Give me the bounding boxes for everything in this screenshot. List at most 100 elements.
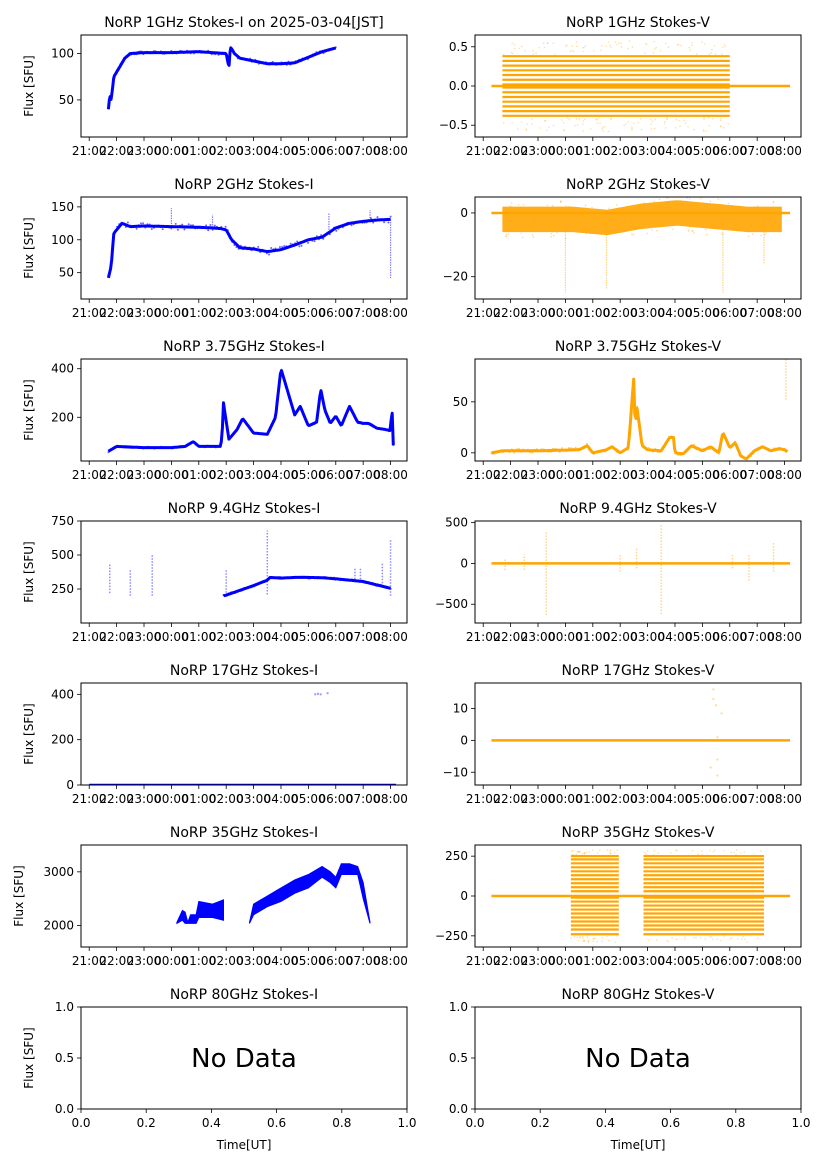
x-tick-label: 07:00 <box>346 144 381 158</box>
data-point <box>324 411 327 414</box>
data-point <box>617 450 620 453</box>
chart-title: NoRP 9.4GHz Stokes-V <box>559 501 717 517</box>
data-point <box>558 223 561 226</box>
data-point <box>337 227 340 230</box>
data-point <box>208 51 211 54</box>
x-tick-label: 08:00 <box>767 954 802 968</box>
data-point <box>768 449 771 452</box>
data-point <box>701 850 703 852</box>
y-tick-label: 500 <box>51 548 74 562</box>
data-point <box>245 587 248 590</box>
data-point <box>688 46 690 49</box>
data-point <box>118 445 121 448</box>
outlier-point <box>714 704 718 707</box>
data-point <box>620 451 623 454</box>
chart-title: NoRP 3.75GHz Stokes-V <box>555 339 722 355</box>
data-point <box>677 454 680 456</box>
x-tick-label: 02:00 <box>603 144 638 158</box>
data-point <box>199 445 202 448</box>
data-point <box>305 57 307 60</box>
data-point <box>275 63 278 66</box>
data-point <box>676 43 679 46</box>
data-point <box>752 233 754 235</box>
data-point <box>326 233 329 236</box>
data-point <box>120 221 123 224</box>
data-point <box>738 451 741 454</box>
data-point <box>352 413 355 416</box>
data-point <box>583 939 586 942</box>
data-point <box>144 446 147 449</box>
axes-frame <box>80 844 408 948</box>
data-point <box>298 406 301 409</box>
data-point <box>772 201 774 204</box>
data-point <box>569 50 572 53</box>
data-point <box>646 43 648 46</box>
x-tick-label: 04:00 <box>658 954 693 968</box>
chart-title: NoRP 2GHz Stokes-V <box>566 177 710 193</box>
data-point <box>584 118 586 121</box>
data-point <box>194 50 197 53</box>
data-point <box>703 130 705 133</box>
data-point <box>505 235 507 237</box>
data-point <box>507 233 510 235</box>
axes-frame <box>474 1006 802 1110</box>
data-point <box>538 46 540 49</box>
data-point <box>532 53 535 55</box>
axes-frame <box>80 682 408 786</box>
data-point <box>602 216 604 219</box>
x-tick-label: 00:00 <box>154 954 189 968</box>
data-point <box>615 450 618 453</box>
data-point <box>615 222 617 225</box>
data-point <box>375 584 378 587</box>
plot-area <box>89 692 397 785</box>
data-point <box>298 245 301 248</box>
data-point <box>248 246 251 249</box>
data-point <box>505 225 507 227</box>
data-point <box>687 854 690 857</box>
data-point <box>502 217 505 220</box>
data-point <box>138 50 141 53</box>
data-point <box>324 576 326 578</box>
data-point <box>236 57 239 60</box>
subplot-1: NoRP 1GHz Stokes-I on 2025-03-04[JST] Flu… <box>22 15 408 158</box>
data-point <box>284 61 287 64</box>
data-point <box>592 855 594 857</box>
data-point <box>131 446 134 449</box>
data-point <box>179 445 182 447</box>
data-point <box>758 225 761 227</box>
data-point <box>691 849 694 852</box>
data-point <box>592 453 595 455</box>
data-point <box>246 248 249 251</box>
outlier-point <box>716 774 719 777</box>
data-point <box>502 53 505 56</box>
data-point <box>547 450 550 453</box>
x-tick-label: 0.6 <box>661 1116 680 1130</box>
x-tick-label: 00:00 <box>548 954 583 968</box>
data-point <box>383 585 386 588</box>
series-2ghz-stokes-i <box>106 208 392 279</box>
data-point <box>693 443 695 446</box>
data-point <box>214 53 217 56</box>
data-point <box>607 215 610 218</box>
data-point <box>334 46 337 49</box>
x-axis-label: Time[UT] <box>216 1138 272 1152</box>
data-point <box>184 445 187 448</box>
data-point <box>324 233 327 236</box>
x-tick-label: 01:00 <box>576 144 611 158</box>
data-point <box>752 221 755 223</box>
series-3-75ghz-stokes-v <box>490 359 789 461</box>
data-point <box>613 852 616 854</box>
data-point <box>731 443 734 446</box>
data-point <box>619 213 622 216</box>
data-point <box>576 850 579 853</box>
data-point <box>511 122 513 124</box>
data-point <box>196 51 199 54</box>
data-point <box>551 204 554 207</box>
data-point <box>572 50 575 53</box>
data-point <box>515 224 517 227</box>
data-point <box>203 51 206 54</box>
data-point <box>702 448 705 450</box>
y-tick-label: 400 <box>51 687 74 701</box>
data-point <box>607 41 610 43</box>
